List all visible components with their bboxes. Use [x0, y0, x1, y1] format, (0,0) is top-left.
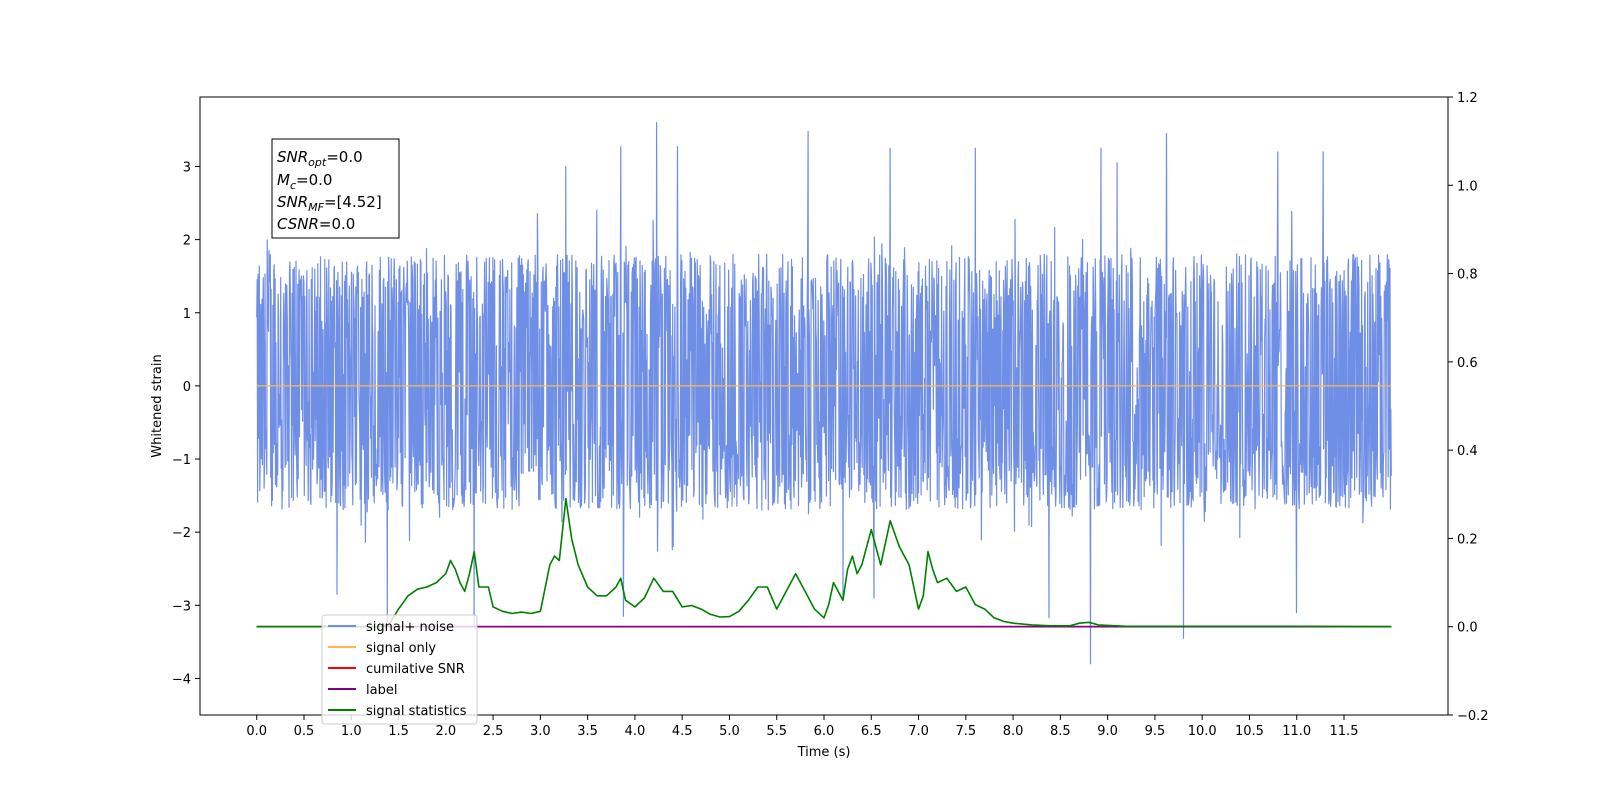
x-tick-label: 4.5	[672, 724, 693, 739]
x-tick-label: 3.5	[577, 724, 598, 739]
y-tick-label: −2	[172, 526, 191, 541]
signal-noise-trace	[256, 122, 1392, 665]
x-tick-label: 4.0	[625, 724, 646, 739]
y-right-tick-label: 0.2	[1457, 532, 1478, 547]
x-tick-label: 11.0	[1282, 724, 1311, 739]
y-right-tick-label: 0.8	[1457, 268, 1478, 283]
svg-text:signal statistics: signal statistics	[366, 704, 467, 719]
legend-item-cumulative-snr: cumilative SNR	[328, 662, 465, 677]
info-mc: Mc=0.0	[277, 171, 332, 192]
x-tick-label: 2.0	[435, 724, 456, 739]
x-tick-label: 2.5	[483, 724, 504, 739]
x-axis-ticks: 0.0 0.5 1.0 1.5 2.0 2.5 3.0 3.5 4.0 4.5 5.0 5.5 6.0 6…	[246, 715, 1358, 739]
info-csnr: CSNR=0.0	[277, 215, 355, 233]
y-tick-label: −3	[172, 599, 191, 614]
info-snr-opt: SNRopt=0.0	[277, 148, 363, 169]
x-tick-label: 5.5	[766, 724, 787, 739]
x-tick-label: 3.0	[530, 724, 551, 739]
x-tick-label: 10.0	[1188, 724, 1217, 739]
y-right-tick-label: 0.6	[1457, 356, 1478, 371]
x-tick-label: 6.5	[861, 724, 882, 739]
y-tick-label: 3	[183, 160, 191, 175]
x-tick-label: 5.0	[719, 724, 740, 739]
y-right-tick-label: −0.2	[1457, 709, 1489, 724]
x-tick-label: 6.0	[814, 724, 835, 739]
y-tick-label: −1	[172, 453, 191, 468]
y-tick-label: 2	[183, 234, 191, 249]
y-tick-label: 1	[183, 307, 191, 322]
x-tick-label: 8.5	[1050, 724, 1071, 739]
info-box: SNRopt=0.0 Mc=0.0 SNRMF=[4.52] CSNR=0.0	[271, 138, 400, 239]
x-tick-label: 1.0	[341, 724, 362, 739]
y-right-tick-label: 0.4	[1457, 444, 1478, 459]
y-axis-label: Whitened strain	[150, 354, 165, 457]
x-tick-label: 11.5	[1330, 724, 1359, 739]
x-tick-label: 9.5	[1145, 724, 1166, 739]
line-signal-statistics	[256, 497, 1392, 628]
x-tick-label: 10.5	[1235, 724, 1264, 739]
info-snr-mf: SNRMF=[4.52]	[277, 193, 382, 214]
x-tick-label: 7.0	[908, 724, 929, 739]
y-tick-label: −4	[172, 672, 191, 687]
x-tick-label: 9.0	[1097, 724, 1118, 739]
y-axis-ticks: −4 −3 −2 −1 0 1 2 3	[172, 160, 200, 687]
y-right-tick-label: 1.0	[1457, 179, 1478, 194]
y-right-tick-label: 0.0	[1457, 621, 1478, 636]
legend-item-signal-noise: signal+ noise	[328, 620, 454, 635]
svg-text:signal+ noise: signal+ noise	[366, 620, 454, 635]
legend-item-signal-only: signal only	[328, 641, 436, 656]
series-signal-noise	[256, 122, 1392, 665]
x-tick-label: 8.0	[1003, 724, 1024, 739]
x-tick-label: 1.5	[388, 724, 409, 739]
legend-item-label: label	[328, 683, 397, 698]
y-right-axis-ticks: −0.2 0.0 0.2 0.4 0.6 0.8 1.0 1.2	[1448, 91, 1489, 724]
y-right-tick-label: 1.2	[1457, 91, 1478, 106]
svg-text:signal only: signal only	[366, 641, 436, 656]
y-tick-label: 0	[183, 380, 191, 395]
legend: signal+ noise signal only cumilative SNR…	[321, 614, 478, 725]
x-tick-label: 0.0	[246, 724, 267, 739]
x-axis-label: Time (s)	[797, 745, 851, 760]
x-tick-label: 0.5	[294, 724, 315, 739]
x-tick-label: 7.5	[955, 724, 976, 739]
svg-text:cumilative SNR: cumilative SNR	[366, 662, 465, 677]
svg-text:label: label	[366, 683, 397, 698]
legend-item-signal-statistics: signal statistics	[328, 704, 467, 719]
